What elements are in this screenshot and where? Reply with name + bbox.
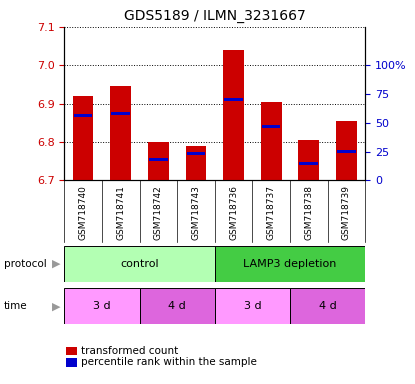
- Bar: [186, 146, 206, 180]
- Text: GSM718741: GSM718741: [116, 185, 125, 240]
- Bar: [215, 246, 365, 282]
- Bar: [112, 112, 130, 115]
- Title: GDS5189 / ILMN_3231667: GDS5189 / ILMN_3231667: [124, 9, 305, 23]
- Bar: [290, 288, 365, 324]
- Bar: [64, 246, 215, 282]
- Bar: [298, 140, 319, 180]
- Bar: [64, 288, 139, 324]
- Text: 3 d: 3 d: [93, 301, 111, 311]
- Text: 3 d: 3 d: [244, 301, 261, 311]
- Text: GSM718738: GSM718738: [304, 185, 313, 240]
- Bar: [149, 158, 168, 161]
- Bar: [337, 151, 356, 153]
- Bar: [110, 86, 131, 180]
- Text: GSM718737: GSM718737: [267, 185, 276, 240]
- Text: 4 d: 4 d: [168, 301, 186, 311]
- Bar: [215, 288, 290, 324]
- Bar: [187, 152, 205, 155]
- Text: GSM718739: GSM718739: [342, 185, 351, 240]
- Bar: [148, 142, 168, 180]
- Text: LAMP3 depletion: LAMP3 depletion: [243, 259, 337, 269]
- Text: GSM718742: GSM718742: [154, 185, 163, 240]
- Bar: [74, 114, 93, 117]
- Bar: [300, 162, 318, 165]
- Text: protocol: protocol: [4, 259, 47, 269]
- Text: GSM718743: GSM718743: [191, 185, 200, 240]
- Bar: [261, 102, 281, 180]
- Bar: [73, 96, 93, 180]
- Bar: [139, 288, 215, 324]
- Text: 4 d: 4 d: [319, 301, 337, 311]
- Bar: [262, 126, 281, 128]
- Text: control: control: [120, 259, 159, 269]
- Bar: [336, 121, 357, 180]
- Text: ▶: ▶: [52, 301, 60, 311]
- Bar: [224, 99, 243, 101]
- Bar: [223, 50, 244, 180]
- Text: GSM718736: GSM718736: [229, 185, 238, 240]
- Text: time: time: [4, 301, 28, 311]
- Text: GSM718740: GSM718740: [78, 185, 88, 240]
- Text: transformed count: transformed count: [81, 346, 178, 356]
- Text: ▶: ▶: [52, 259, 60, 269]
- Text: percentile rank within the sample: percentile rank within the sample: [81, 358, 257, 367]
